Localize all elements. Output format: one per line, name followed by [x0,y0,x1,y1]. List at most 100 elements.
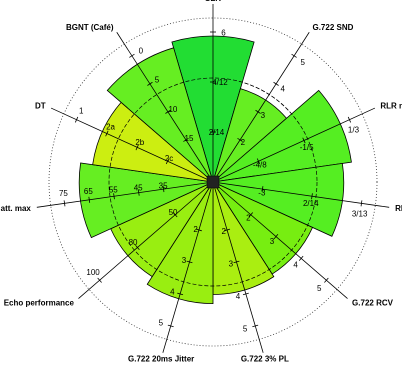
outer-grid-circle [48,17,378,347]
tick-label: -1/5 [300,143,314,152]
spoke-axis [212,32,310,183]
tick-label: 4 [236,292,241,301]
spoke-axis [50,107,214,183]
tick-mark [195,228,202,232]
tick-label: -3 [258,189,266,198]
spoke-axis [212,107,376,183]
tick-label: 4/12 [212,78,228,87]
tick-label: 5 [317,284,322,293]
tick-label: 3 [261,111,266,120]
spoke-axis [36,181,214,208]
tick-mark [360,200,363,207]
tick-label: 5 [155,76,160,85]
axis-label: DT [35,102,46,111]
tick-mark [105,130,109,137]
tick-label: 2b [135,138,144,147]
spoke-axis [116,32,214,183]
tick-label: 2 [246,213,251,222]
tick-mark [237,137,243,142]
tick-label: 1/3 [348,125,360,134]
tick-label: -4/8 [253,160,267,169]
tick-mark [347,116,352,123]
tick-mark [233,260,240,264]
axis-label: Echo performance [4,298,75,307]
tick-mark [311,193,313,200]
tick-mark [324,277,329,283]
tick-mark [137,189,140,196]
tick-label: 75 [59,189,68,198]
tick-label: 4 [281,84,286,93]
axis-label: RLR max [395,204,402,213]
tick-mark [162,186,165,193]
tick-label: 6 [221,28,226,37]
tick-label: 3 [182,256,187,265]
tick-label: 5 [243,325,248,334]
tick-label: 10 [168,105,177,114]
tick-mark [177,292,184,296]
tick-label: 80 [129,238,138,247]
tick-mark [186,260,193,264]
spoke-axis [212,181,348,299]
tick-label: 2/14 [209,128,225,137]
spoke-axis [212,181,264,353]
tick-mark [224,228,231,232]
tick-mark [261,186,264,193]
axis-label: BGNT (Café) [66,23,114,32]
tick-label: 0 [139,46,144,55]
tick-label: 35 [159,182,168,191]
tick-label: 4 [293,260,298,269]
tick-label: 4 [170,287,175,296]
tick-mark [135,244,140,251]
tick-mark [63,200,66,207]
axis-label: G.722 SND [312,23,353,32]
tick-mark [165,109,171,114]
tick-label: 2a [106,122,115,131]
axis-label: G.722 20ms Jitter [128,355,194,364]
tick-mark [97,277,102,283]
tick-mark [298,255,304,261]
tick-mark [302,137,306,144]
tick-mark [273,81,279,86]
tick-mark [167,324,174,328]
tick-mark [183,137,189,142]
tick-label: 5 [159,319,164,328]
axis-label: SLR [205,0,221,3]
spoke-axis [212,181,390,208]
tick-label: 3 [229,259,234,268]
tick-mark [147,81,153,86]
tick-mark [248,212,254,218]
spoke-axis [162,181,214,353]
tick-mark [88,196,91,203]
axis-label: G.722 RCV [352,298,394,307]
tick-label: 3/13 [352,210,368,219]
tick-label: 2 [193,225,198,234]
tick-mark [165,158,170,165]
axis-label: G.722 3% PL [241,355,289,364]
tick-mark [242,292,249,296]
axis-label: Echo att. max [0,204,31,213]
tick-label: 2c [165,154,173,163]
axes-group [36,4,390,353]
tick-label: 100 [86,268,100,277]
tick-mark [252,324,259,328]
spoke-axis [78,181,214,299]
tick-mark [273,234,279,240]
tick-label: 50 [169,208,178,217]
tick-mark [172,212,178,218]
sectors-group [78,35,352,305]
tick-label: 65 [84,187,93,196]
tick-label: 15 [185,134,194,143]
axis-label: RLR nom [380,102,402,111]
tick-mark [291,53,297,58]
tick-label: 5 [300,58,305,67]
tick-mark [74,116,79,123]
tick-label: 1 [79,106,84,115]
tick-mark [255,109,261,114]
center-hub [206,175,220,189]
tick-mark [256,158,261,165]
tick-label: 3 [270,237,275,246]
tick-mark [113,193,115,200]
